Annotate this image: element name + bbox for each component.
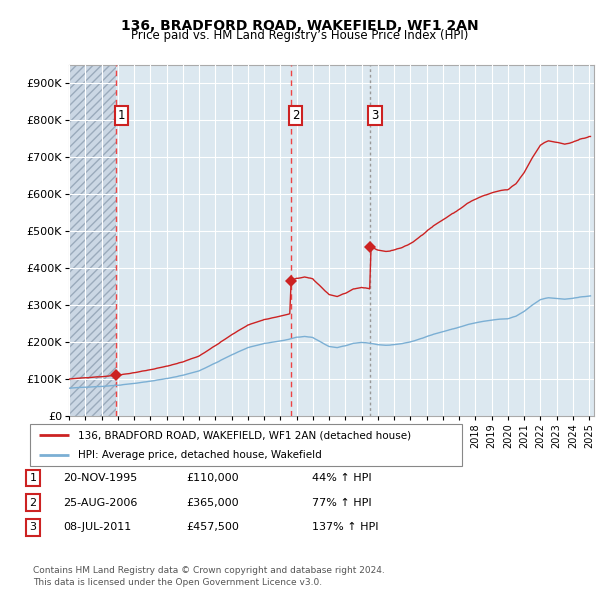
Text: Price paid vs. HM Land Registry’s House Price Index (HPI): Price paid vs. HM Land Registry’s House …	[131, 30, 469, 42]
Text: Contains HM Land Registry data © Crown copyright and database right 2024.
This d: Contains HM Land Registry data © Crown c…	[33, 566, 385, 587]
Text: 08-JUL-2011: 08-JUL-2011	[63, 523, 131, 532]
Bar	[69, 65, 116, 416]
Text: 77% ↑ HPI: 77% ↑ HPI	[312, 498, 371, 507]
Text: 136, BRADFORD ROAD, WAKEFIELD, WF1 2AN (detached house): 136, BRADFORD ROAD, WAKEFIELD, WF1 2AN (…	[77, 430, 410, 440]
Text: 1: 1	[29, 473, 37, 483]
Text: 2: 2	[29, 498, 37, 507]
Text: HPI: Average price, detached house, Wakefield: HPI: Average price, detached house, Wake…	[77, 451, 321, 460]
Text: 44% ↑ HPI: 44% ↑ HPI	[312, 473, 371, 483]
Bar	[69, 65, 116, 416]
Text: £110,000: £110,000	[186, 473, 239, 483]
Text: 3: 3	[29, 523, 37, 532]
Text: 1: 1	[118, 109, 125, 122]
Text: 20-NOV-1995: 20-NOV-1995	[63, 473, 137, 483]
Text: £457,500: £457,500	[186, 523, 239, 532]
Text: 2: 2	[292, 109, 299, 122]
Text: 25-AUG-2006: 25-AUG-2006	[63, 498, 137, 507]
Text: 3: 3	[371, 109, 379, 122]
Text: 137% ↑ HPI: 137% ↑ HPI	[312, 523, 379, 532]
Text: 136, BRADFORD ROAD, WAKEFIELD, WF1 2AN: 136, BRADFORD ROAD, WAKEFIELD, WF1 2AN	[121, 19, 479, 33]
Text: £365,000: £365,000	[186, 498, 239, 507]
